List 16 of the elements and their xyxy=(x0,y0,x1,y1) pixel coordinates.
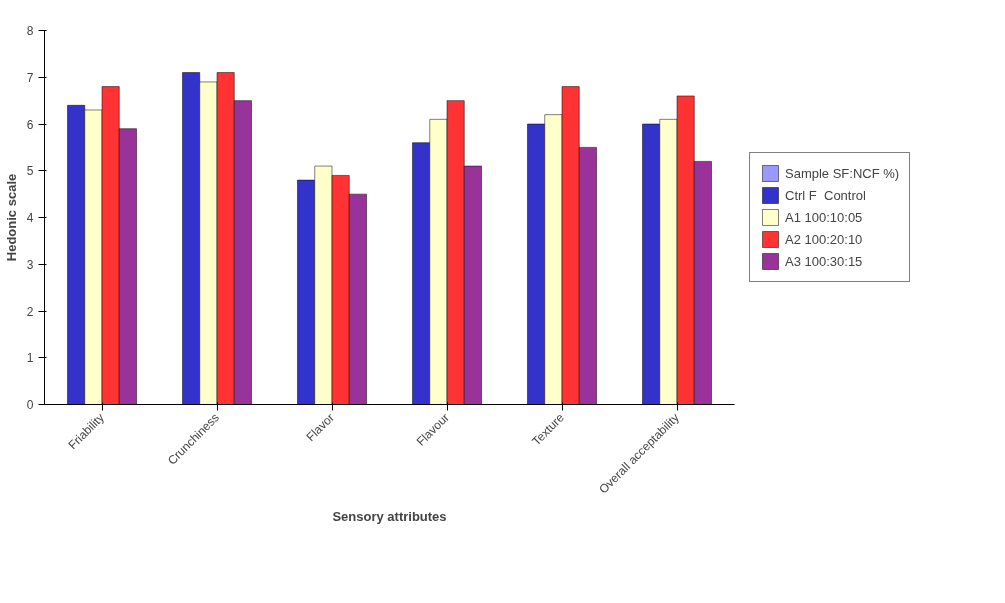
x-axis-title: Sensory attributes xyxy=(332,509,447,525)
y-tick-label: 0 xyxy=(26,398,34,412)
legend-label: A2 100:20:10 xyxy=(785,231,863,247)
y-tick-label: 6 xyxy=(26,117,34,132)
y-tick-label: 8 xyxy=(26,24,34,38)
legend-label: A3 100:30:15 xyxy=(785,253,863,269)
y-tick-label: 1 xyxy=(26,351,34,366)
y-tick-label: 7 xyxy=(26,70,34,85)
y-tick-label: 3 xyxy=(26,257,34,272)
legend-label: Ctrl F Control xyxy=(785,187,866,203)
y-tick-label: 5 xyxy=(26,164,34,179)
y-axis-title: Hedonic scale xyxy=(3,173,19,262)
legend-label: Sample SF:NCF %) xyxy=(785,165,900,181)
legend-label: A1 100:10:05 xyxy=(785,209,863,225)
y-tick-label: 2 xyxy=(26,304,34,319)
y-tick-label: 4 xyxy=(26,211,34,225)
